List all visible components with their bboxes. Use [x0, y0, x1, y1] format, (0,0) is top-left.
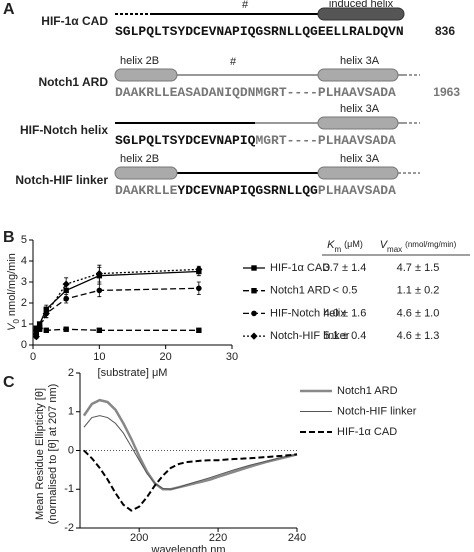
legend-label: Notch1 ARD [337, 385, 398, 397]
helix [317, 116, 399, 130]
marker [32, 333, 40, 341]
x-tick-label: 20 [160, 351, 172, 363]
helix [114, 68, 178, 82]
helix-label: helix 2B [120, 55, 159, 67]
y-tick-label: -2 [64, 522, 74, 534]
y-axis-label: V0nmol/mg/min [6, 253, 21, 331]
marker [196, 327, 202, 333]
x-tick-label: 10 [93, 351, 105, 363]
legend-label: HIF-1α CAD [337, 426, 397, 438]
table-cell: 3.7 ± 1.4 [324, 262, 367, 274]
helix-label: helix 3A [340, 103, 380, 115]
marker [195, 265, 203, 273]
y-tick-label: 1 [68, 406, 74, 418]
series-line [36, 327, 199, 331]
marker [36, 324, 44, 332]
marker [196, 285, 202, 292]
table-cell: 4.0 ± 1.6 [324, 307, 367, 319]
y-tick-label: -1 [64, 483, 74, 495]
table-cell: 4.7 ± 1.5 [397, 262, 440, 274]
residue-number: 1963 [433, 85, 460, 99]
y-tick-label: 3 [21, 276, 27, 288]
helix [317, 7, 405, 21]
x-tick-label: 220 [209, 532, 227, 544]
series-line [82, 398, 298, 491]
legend-label: HIF-1α CAD [270, 262, 330, 274]
x-tick-label: 0 [30, 351, 36, 363]
marker [96, 327, 103, 333]
marker [250, 332, 258, 340]
x-tick-label: 200 [130, 532, 148, 544]
y-tick-label: 2 [21, 297, 27, 309]
y-tick-label: 0 [68, 444, 74, 456]
row-label: HIF-1α CAD [41, 14, 108, 28]
sequence: DAAKRLLEASADANIQDNMGRT----PLHAAVSADA [115, 85, 396, 100]
table-cell: 4.6 ± 1.3 [397, 330, 440, 342]
y-axis-label: (normalised to [θ] at 207 nm) [47, 384, 59, 525]
table-cell: 1.1 ± 0.2 [397, 285, 440, 297]
x-axis-label: wavelength nm [151, 544, 226, 552]
y-tick-label: 4 [21, 255, 27, 267]
marker [63, 326, 69, 332]
table-header: Km (μM) [327, 239, 363, 254]
series-line [83, 415, 298, 490]
row-label: HIF-Notch helix [20, 123, 108, 137]
hash: # [230, 56, 237, 68]
sequence: SGLPQLTSYDCEVNAPIQGSRNLLQGEELLRALDQVN [115, 24, 404, 39]
panel-label: B [3, 229, 15, 246]
y-tick-label: 2 [68, 367, 74, 379]
table-cell: 4.6 ± 1.0 [397, 307, 440, 319]
residue-number: 836 [435, 24, 455, 38]
helix-label: helix 3A [340, 153, 380, 165]
table-cell: < 0.5 [333, 285, 358, 297]
helix-label: induced helix [329, 0, 394, 10]
series-line [35, 268, 199, 337]
row-label: Notch1 ARD [38, 75, 108, 89]
legend-label: Notch-HIF linker [337, 405, 417, 417]
row-label: Notch-HIF linker [15, 173, 108, 187]
panel-label: C [3, 374, 15, 391]
x-tick-label: 240 [288, 532, 306, 544]
legend-label: Notch1 ARD [270, 285, 331, 297]
series-line [35, 270, 199, 333]
table-header: Vmax (nmol/mg/min) [380, 239, 457, 254]
marker [63, 296, 69, 302]
series-line [83, 449, 298, 512]
helix [114, 166, 178, 180]
y-tick-label: 1 [21, 318, 27, 330]
panel-label: A [3, 1, 15, 18]
sequence: SGLPQLTSYDCEVNAPIQMGRT----PLHAAVSADA [115, 133, 396, 148]
y-axis-label: Mean Residue Ellipticity [θ] [34, 388, 46, 520]
helix [317, 166, 399, 180]
x-tick-label: 30 [226, 351, 238, 363]
legend-label: Notch-HIF linker [270, 330, 350, 342]
y-tick-label: 5 [21, 234, 27, 246]
marker [251, 265, 257, 271]
marker [62, 280, 70, 288]
helix-label: helix 3A [340, 55, 380, 67]
marker [95, 270, 103, 278]
y-tick-label: 0 [21, 339, 27, 351]
marker [43, 327, 49, 333]
marker [251, 288, 257, 294]
table-cell: 5.1 ± 0.4 [324, 330, 367, 342]
x-axis-label: [substrate] μM [98, 367, 168, 379]
helix [317, 68, 399, 82]
hash: # [242, 0, 249, 11]
helix-label: helix 2B [120, 153, 159, 165]
legend-label: HIF-Notch helix [270, 307, 346, 319]
sequence: DAAKRLLEYDCEVNAPIQGSRNLLQGPLHAAVSADA [115, 183, 396, 198]
marker [251, 310, 257, 317]
marker [96, 287, 103, 294]
marker [42, 309, 50, 318]
